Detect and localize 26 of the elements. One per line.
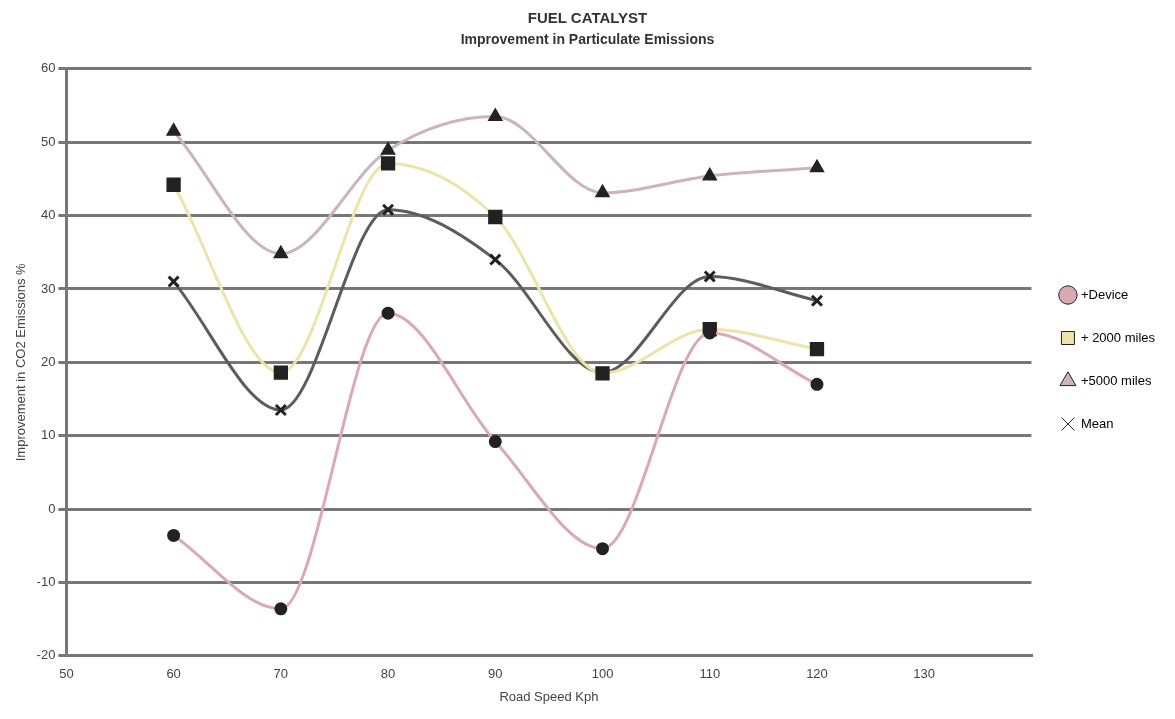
x-tick-label: 110	[699, 666, 721, 682]
x-tick-label: 120	[806, 666, 828, 682]
y-tick-label: 40	[40, 207, 56, 223]
chart-subtitle: Improvement in Particulate Emissions	[460, 31, 715, 48]
x-tick-label: 90	[488, 666, 503, 682]
legend-label: +5000 miles	[1080, 372, 1152, 388]
chart-title: FUEL CATALYST	[527, 9, 648, 27]
y-tick-label: 0	[48, 500, 56, 516]
x-axis-title: Road Speed Kph	[499, 688, 599, 704]
x-tick-label: 130	[913, 666, 936, 682]
y-tick-label: 60	[40, 60, 56, 76]
y-tick-label: 30	[40, 280, 56, 296]
y-tick-label: 20	[40, 353, 56, 369]
x-tick-label: 100	[591, 666, 614, 682]
y-tick-label: -10	[36, 574, 56, 589]
y-tick-label: 10	[40, 427, 56, 443]
legend-label: Mean	[1080, 415, 1114, 431]
x-tick-label: 50	[59, 666, 74, 682]
legend-label: +Device	[1080, 286, 1129, 302]
y-axis-title: Improvement in CO2 Emissions %	[13, 262, 29, 462]
y-tick-label: -20	[36, 647, 56, 663]
legend-label: + 2000 miles	[1080, 329, 1156, 345]
x-tick-label: 80	[380, 666, 396, 682]
x-tick-label: 70	[273, 666, 289, 682]
y-tick-label: 50	[40, 133, 56, 149]
x-tick-label: 60	[166, 666, 181, 682]
